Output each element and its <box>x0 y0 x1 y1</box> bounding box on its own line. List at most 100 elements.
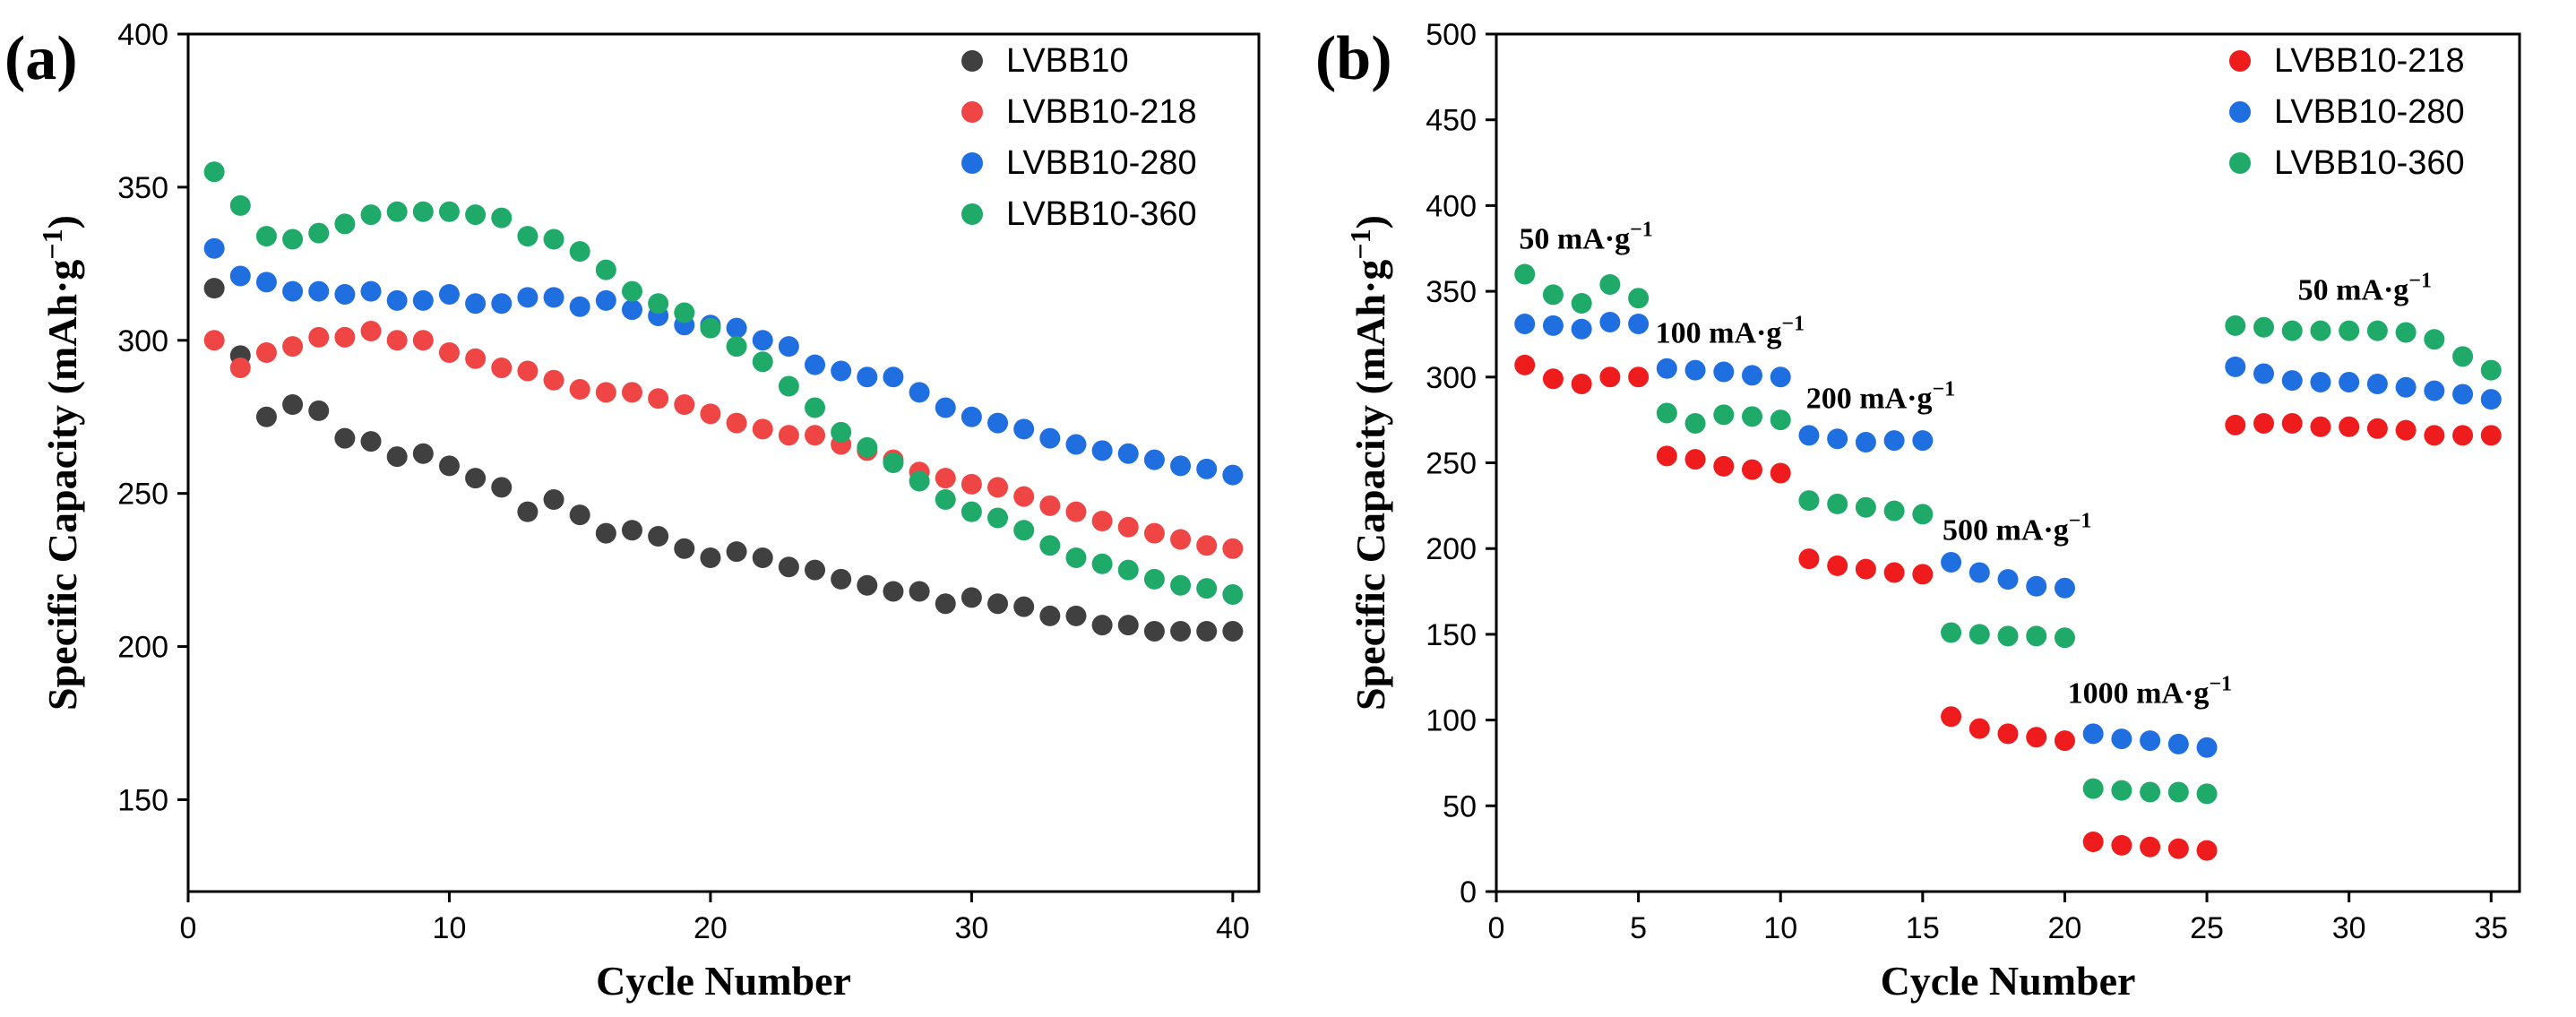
data-point <box>961 406 982 427</box>
y-tick-label: 350 <box>1426 275 1477 309</box>
data-point <box>1170 620 1192 642</box>
data-point <box>1713 455 1735 477</box>
data-point <box>569 378 590 400</box>
data-point <box>1770 366 1791 388</box>
y-tick-label: 300 <box>117 324 168 358</box>
data-point <box>961 587 982 608</box>
data-point <box>412 289 434 311</box>
data-point <box>1742 459 1762 480</box>
data-point <box>1941 622 1962 643</box>
data-point <box>1514 354 1536 375</box>
data-point <box>282 336 304 358</box>
data-point <box>360 204 382 226</box>
legend-label: LVBB10-360 <box>1006 195 1197 233</box>
data-point <box>961 501 982 522</box>
data-point <box>1684 449 1706 470</box>
data-point <box>778 375 799 397</box>
data-point <box>438 341 460 363</box>
x-axis-title: Cycle Number <box>596 958 851 1004</box>
data-point <box>465 348 487 369</box>
data-point <box>595 522 616 544</box>
data-point <box>1684 359 1706 381</box>
data-point <box>1571 292 1592 314</box>
data-point <box>935 397 956 418</box>
data-point <box>1798 548 1820 570</box>
data-point <box>1628 313 1650 334</box>
data-point <box>2054 577 2075 599</box>
data-point <box>674 394 695 416</box>
data-point <box>2026 625 2047 647</box>
data-point <box>674 302 695 323</box>
data-point <box>386 446 408 468</box>
data-point <box>778 556 799 578</box>
legend-label: LVBB10-360 <box>2274 144 2465 182</box>
data-point <box>2480 359 2502 381</box>
data-point <box>438 284 460 306</box>
data-point <box>2225 315 2246 336</box>
data-point <box>1013 520 1035 541</box>
data-point <box>1912 564 1934 585</box>
data-point <box>2167 733 2189 754</box>
data-point <box>1855 496 1876 518</box>
data-point <box>1770 462 1791 484</box>
data-point <box>2082 831 2104 852</box>
data-point <box>2140 781 2161 803</box>
data-point <box>491 358 513 379</box>
x-tick-label: 35 <box>2474 911 2508 945</box>
legend-label: LVBB10-218 <box>1006 93 1197 131</box>
data-point <box>700 403 721 425</box>
data-point <box>1656 402 1677 424</box>
data-point <box>1091 615 1113 636</box>
data-point <box>412 443 434 464</box>
data-point <box>2026 575 2047 597</box>
legend-label: LVBB10-280 <box>1006 144 1197 182</box>
data-point <box>2366 418 2388 439</box>
data-point <box>805 397 826 418</box>
legend-label: LVBB10-280 <box>2274 93 2465 131</box>
data-point <box>726 412 747 434</box>
data-point <box>621 382 642 403</box>
data-point <box>1542 315 1564 336</box>
data-point <box>491 293 513 315</box>
data-point <box>1571 373 1592 394</box>
data-point <box>648 526 669 547</box>
data-point <box>360 321 382 342</box>
data-point <box>1143 449 1165 470</box>
data-point <box>909 470 930 492</box>
data-point <box>1599 366 1621 388</box>
data-point <box>255 271 277 293</box>
data-point <box>2310 372 2331 393</box>
x-tick-label: 30 <box>2332 911 2366 945</box>
y-tick-label: 100 <box>1426 704 1477 738</box>
data-point <box>935 593 956 615</box>
data-point <box>1196 458 1218 479</box>
data-point <box>726 336 747 358</box>
data-point <box>1798 490 1820 512</box>
y-tick-label: 50 <box>1443 789 1477 823</box>
data-point <box>465 468 487 489</box>
data-point <box>2339 320 2360 341</box>
data-point <box>1013 596 1035 617</box>
data-point <box>2452 384 2474 405</box>
data-point <box>1143 522 1165 544</box>
y-tick-label: 400 <box>117 18 168 52</box>
legend-marker <box>2229 50 2251 72</box>
data-point <box>360 280 382 302</box>
legend-marker <box>2229 152 2251 174</box>
data-point <box>752 547 773 568</box>
legend-marker <box>2229 101 2251 123</box>
data-point <box>569 504 590 526</box>
data-point <box>543 489 564 511</box>
data-point <box>229 265 251 287</box>
data-point <box>1065 434 1087 455</box>
data-point <box>334 213 356 235</box>
data-point <box>1196 620 1218 642</box>
data-point <box>1770 409 1791 431</box>
data-point <box>595 259 616 280</box>
panel-a-chart: 0 10 20 30 40 150 200 250 300 350 400 Cycle Number S… <box>4 18 1261 1004</box>
data-point <box>1628 366 1650 388</box>
data-point <box>987 507 1009 529</box>
data-point <box>334 427 356 449</box>
data-point <box>648 388 669 409</box>
